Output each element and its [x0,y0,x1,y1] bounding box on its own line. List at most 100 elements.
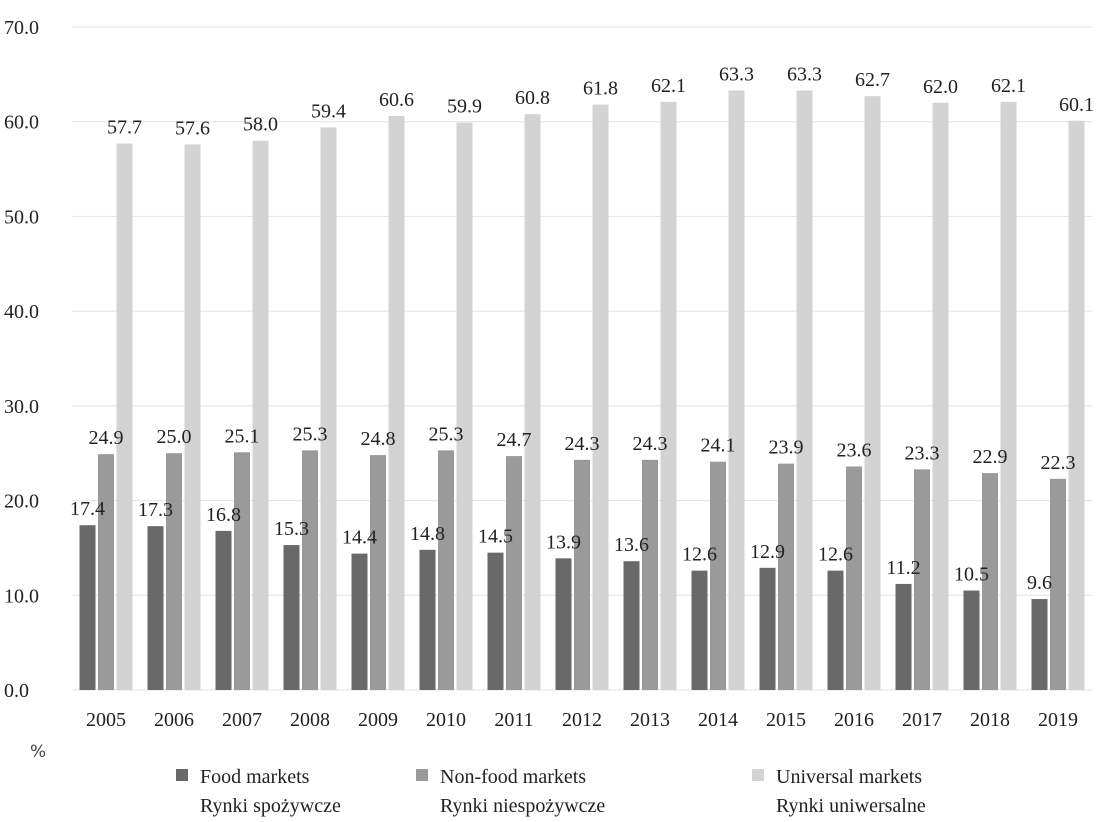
x-tick-label: 2013 [630,709,670,731]
legend-swatch [752,769,764,781]
bar [846,466,862,690]
data-label: 10.5 [954,564,989,586]
data-label: 24.9 [89,427,124,449]
data-label: 9.6 [1027,572,1052,594]
unit-label: % [30,742,46,762]
bar [1068,120,1085,690]
y-tick-label: 40.0 [4,301,39,323]
data-label: 24.3 [565,433,600,455]
legend-label: Non-food markets [440,766,586,788]
data-label: 17.3 [138,499,173,521]
y-tick-label: 60.0 [4,112,39,134]
bar [1000,101,1017,691]
bar [963,590,980,690]
y-axis-ticks: 0.0 10.0 20.0 30.0 40.0 50.0 60.0 70.0 [4,17,39,702]
data-label: 61.8 [583,78,618,100]
bar [691,570,708,690]
bar [1050,478,1066,690]
legend-label: Food markets [200,766,310,788]
legend-swatch [416,769,428,781]
y-tick-label: 30.0 [4,396,39,418]
x-axis-ticks: 2005 2006 2007 2008 2009 2010 2011 2012 2013 2014… [86,709,1078,731]
data-label: 14.4 [342,527,377,549]
bar [506,456,522,690]
bar [166,453,182,690]
data-label: 24.1 [701,435,736,457]
bar [456,122,473,690]
bar [234,452,250,690]
data-label: 25.1 [225,425,260,447]
x-tick-label: 2011 [494,709,533,731]
y-tick-label: 0.0 [4,680,29,702]
bar [932,102,949,691]
data-label: 63.3 [719,63,754,85]
data-label: 25.0 [157,426,192,448]
bar [796,90,813,691]
bar [419,549,436,690]
x-tick-label: 2015 [766,709,806,731]
x-tick-label: 2014 [698,709,738,731]
bar [252,140,269,690]
data-label: 60.1 [1059,94,1094,116]
bar [759,567,776,690]
legend-label: Universal markets [776,766,922,788]
data-labels: 17.4 24.9 57.7 17.3 25.0 57.6 16.8 25.1 58.0 15.3… [70,63,1094,594]
data-label: 25.3 [293,423,328,445]
x-tick-label: 2007 [222,709,262,731]
bar [574,459,590,690]
x-tick-label: 2019 [1038,709,1078,731]
bar [147,526,164,690]
bar [79,525,96,690]
data-label: 24.8 [361,428,396,450]
data-label: 14.8 [410,523,445,545]
data-label: 24.7 [497,429,532,451]
bar [487,552,504,690]
bar [98,454,114,690]
bar [914,469,930,690]
data-label: 15.3 [274,518,309,540]
data-label: 23.6 [837,439,872,461]
data-label: 12.6 [818,544,853,566]
bar [623,561,640,690]
data-label: 16.8 [206,504,241,526]
data-label: 62.1 [991,75,1026,97]
data-label: 63.3 [787,63,822,85]
x-tick-label: 2018 [970,709,1010,731]
data-label: 60.6 [379,89,414,111]
data-label: 11.2 [886,557,920,579]
legend: Food markets Rynki spożywcze Non-food mark… [176,766,926,817]
data-label: 62.0 [923,76,958,98]
y-tick-label: 50.0 [4,206,39,228]
bar [864,96,881,691]
legend-label-pl: Rynki spożywcze [200,795,341,817]
x-tick-label: 2006 [154,709,194,731]
data-label: 12.9 [750,541,785,563]
bar [895,583,912,690]
data-label: 12.6 [682,544,717,566]
data-label: 60.8 [515,87,550,109]
data-label: 59.4 [311,100,346,122]
data-label: 22.3 [1041,452,1076,474]
data-label: 13.6 [614,534,649,556]
bar [660,101,677,691]
data-label: 25.3 [429,423,464,445]
data-label: 57.6 [175,117,210,139]
x-tick-label: 2009 [358,709,398,731]
bar [438,450,454,690]
data-label: 59.9 [447,96,482,118]
bar [592,104,609,690]
data-label: 13.9 [546,531,581,553]
data-label: 57.7 [107,116,142,138]
data-label: 58.0 [243,114,278,136]
bar [778,463,794,690]
bar [642,459,658,690]
data-label: 23.3 [905,442,940,464]
x-tick-label: 2005 [86,709,126,731]
bar [184,144,201,691]
y-tick-label: 10.0 [4,585,39,607]
x-tick-label: 2008 [290,709,330,731]
bars [79,90,1085,691]
x-tick-label: 2017 [902,709,942,731]
x-tick-label: 2010 [426,709,466,731]
